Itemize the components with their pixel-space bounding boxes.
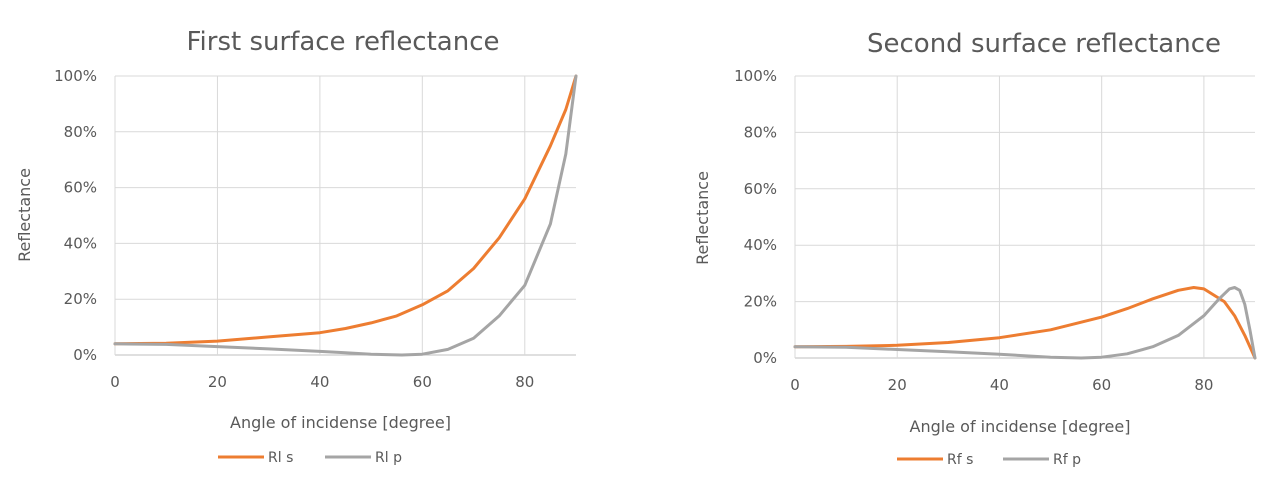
y-tick-label: 40% xyxy=(744,236,777,254)
x-tick-label: 0 xyxy=(790,376,800,394)
y-tick-label: 60% xyxy=(64,179,97,197)
series-line-s xyxy=(793,286,1257,360)
x-tick-label: 20 xyxy=(208,373,227,391)
x-tick-label: 20 xyxy=(888,376,907,394)
chart-title: Second surface reflectance xyxy=(867,29,1221,59)
chart-title: First surface reflectance xyxy=(186,27,499,57)
series-line-s xyxy=(113,74,578,346)
y-tick-label: 80% xyxy=(64,123,97,141)
y-tick-label: 0% xyxy=(753,349,777,367)
legend-label: Rl s xyxy=(268,450,293,466)
y-tick-label: 20% xyxy=(64,290,97,308)
chart-1: First surface reflectance 0% 20% 40% 60% 80% 1… xyxy=(15,27,578,466)
x-tick-label: 60 xyxy=(1092,376,1111,394)
legend: Rl s Rl p xyxy=(218,450,402,466)
y-tick-label: 60% xyxy=(744,180,777,198)
series-line-p xyxy=(793,286,1257,360)
x-tick-label: 80 xyxy=(1194,376,1213,394)
y-tick-label: 20% xyxy=(744,293,777,311)
y-axis-label: Reflectance xyxy=(693,171,712,265)
legend: Rf s Rf p xyxy=(897,452,1081,468)
x-axis-label: Angle of incidense [degree] xyxy=(910,417,1131,436)
y-tick-label: 100% xyxy=(54,67,97,85)
x-tick-label: 80 xyxy=(515,373,534,391)
x-tick-label: 40 xyxy=(990,376,1009,394)
y-tick-label: 100% xyxy=(734,67,777,85)
y-tick-label: 80% xyxy=(744,123,777,141)
series-line-p xyxy=(113,74,578,357)
x-tick-label: 0 xyxy=(110,373,120,391)
legend-label: Rf p xyxy=(1053,452,1081,468)
legend-label: Rf s xyxy=(947,452,973,468)
y-axis-label: Reflectance xyxy=(15,168,34,262)
y-tick-label: 0% xyxy=(73,346,97,364)
x-tick-label: 60 xyxy=(413,373,432,391)
x-tick-label: 40 xyxy=(310,373,329,391)
x-axis-label: Angle of incidense [degree] xyxy=(230,413,451,432)
legend-label: Rl p xyxy=(375,450,402,466)
y-tick-label: 40% xyxy=(64,234,97,252)
chart-2: Second surface reflectance 0% 20% 40% 60% 80%… xyxy=(693,29,1257,468)
